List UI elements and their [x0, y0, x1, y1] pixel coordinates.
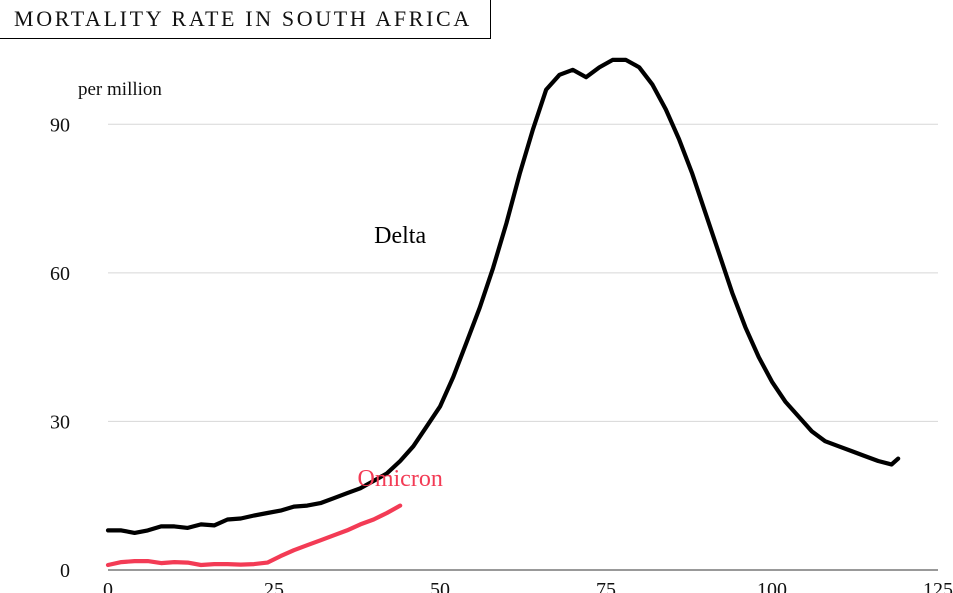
xtick-label: 100: [757, 579, 787, 593]
ytick-label: 0: [60, 560, 70, 582]
xtick-label: 50: [430, 579, 450, 593]
xtick-label: 25: [264, 579, 284, 593]
ytick-label: 60: [50, 263, 70, 285]
chart-plot: 0 30 60 90 0 25 50 75 100 125 per million Delta Omic…: [0, 0, 953, 593]
xtick-label: 0: [103, 579, 113, 593]
mortality-chart: MORTALITY RATE IN SOUTH AFRICA 030609002…: [0, 0, 953, 593]
ytick-label: 90: [50, 114, 70, 136]
series-delta: [108, 60, 898, 533]
y-axis-subtitle: per million: [78, 79, 162, 100]
xtick-label: 75: [596, 579, 616, 593]
series-label-delta: Delta: [374, 223, 426, 249]
series-label-omicron: Omicron: [358, 466, 443, 492]
ytick-label: 30: [50, 411, 70, 433]
xtick-label: 125: [923, 579, 953, 593]
